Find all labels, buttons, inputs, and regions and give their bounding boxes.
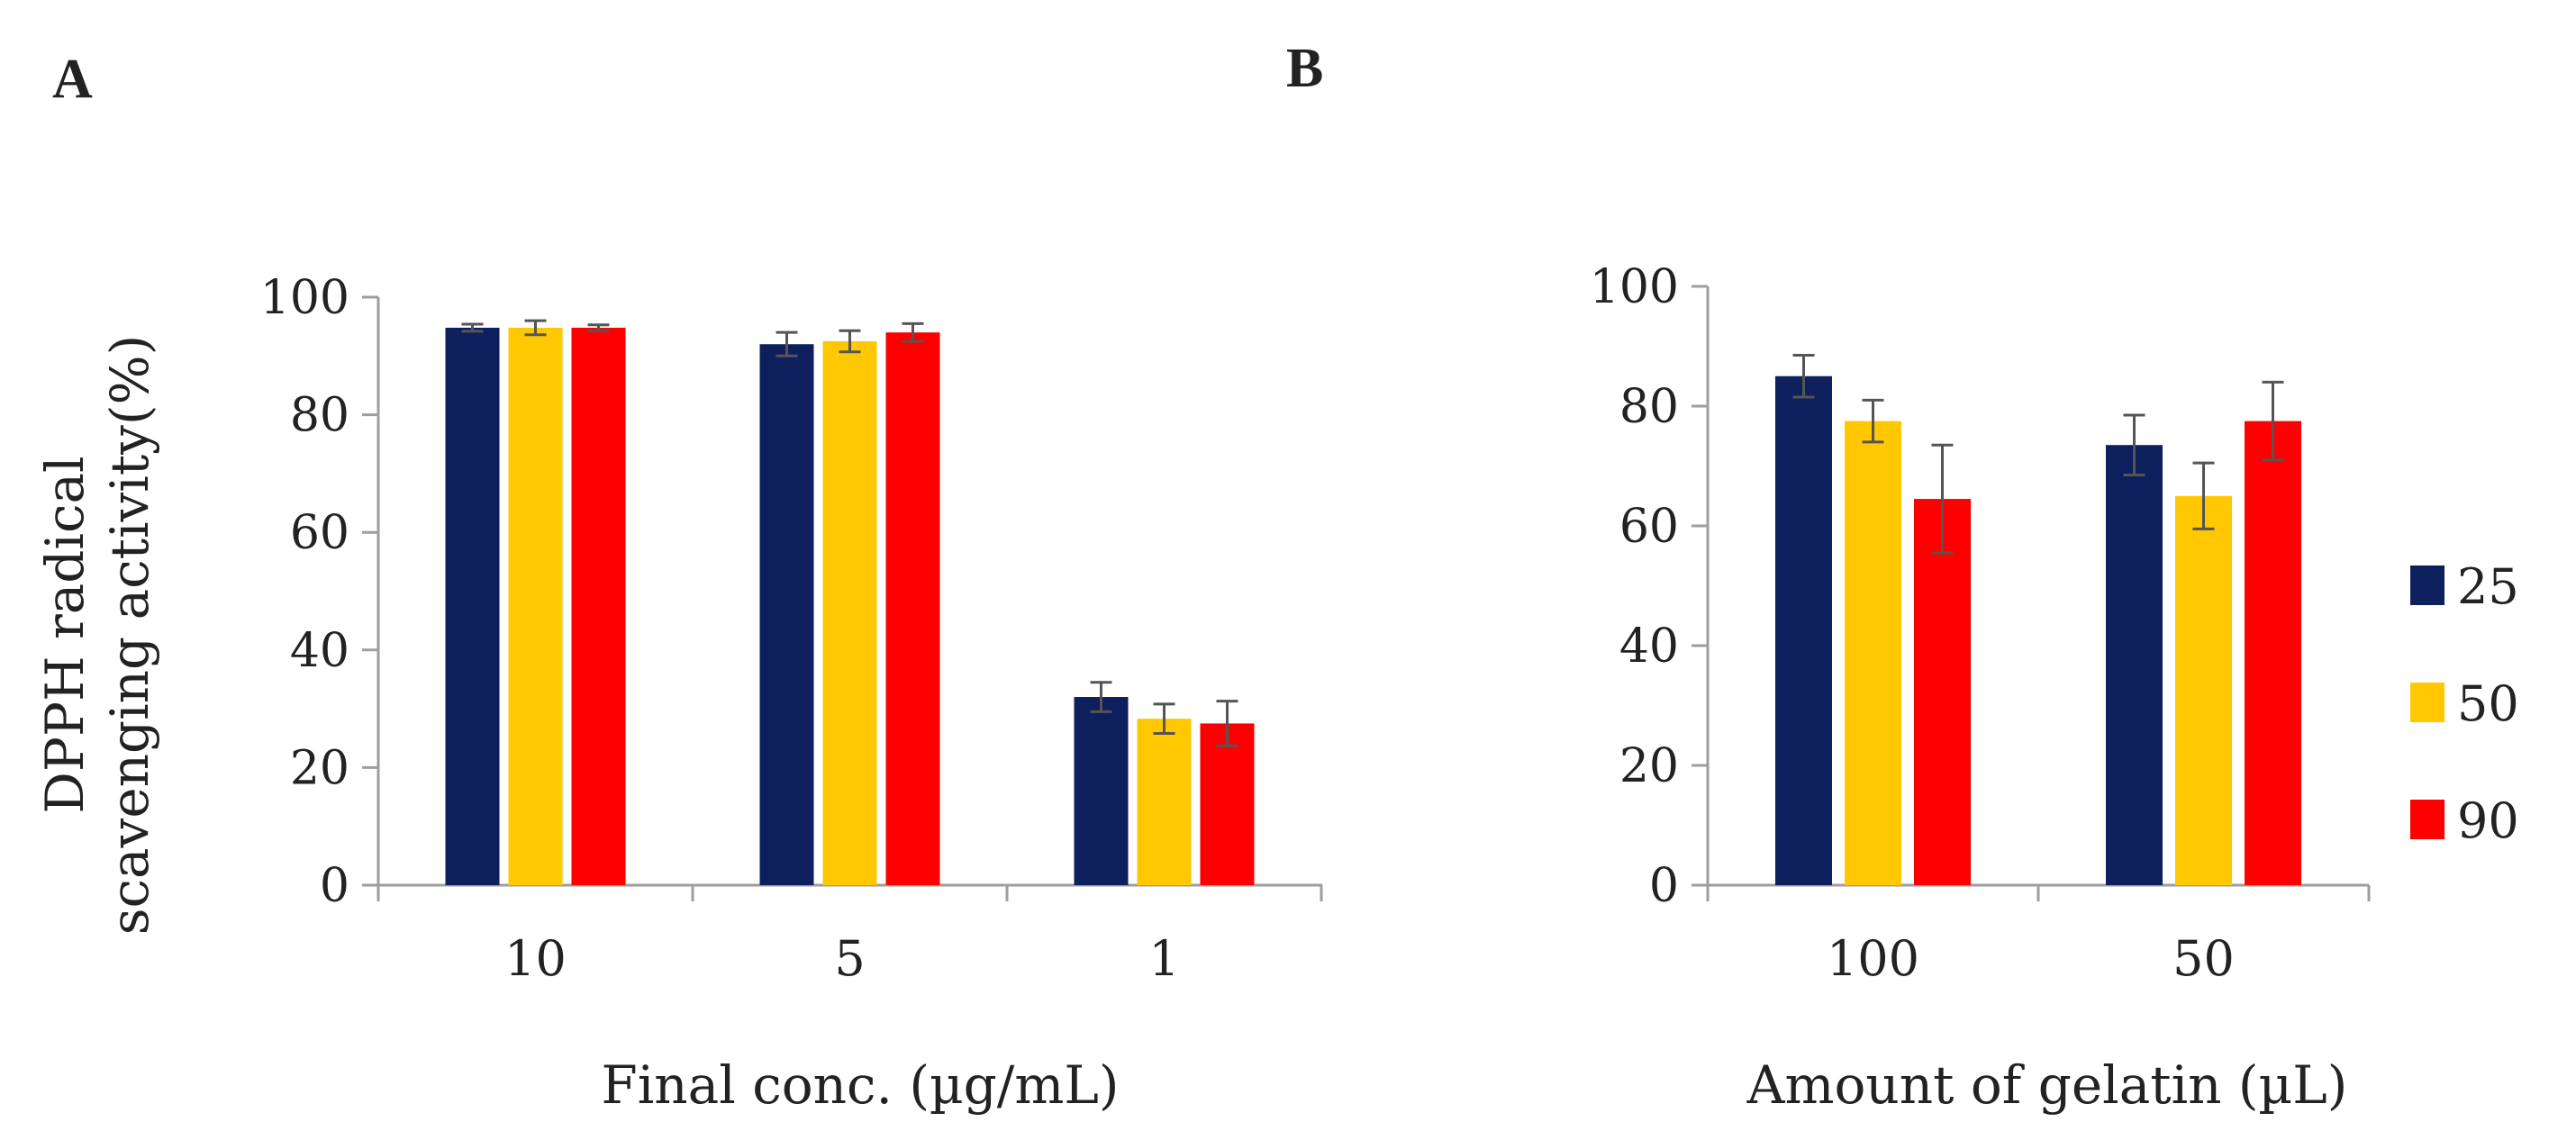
error-bar-a-1-50: [1153, 702, 1175, 736]
bar-b-100-25: [1775, 375, 1832, 885]
error-bar-a-5-25: [776, 330, 798, 357]
error-bar-a-10-90: [587, 323, 610, 332]
y-tick-label-b: 0: [1649, 859, 1679, 913]
bar-a-10-25: [445, 327, 500, 885]
panel-label-a: A: [52, 49, 93, 110]
bar-a-1-50: [1137, 719, 1192, 885]
y-tick-label-b: 60: [1619, 500, 1679, 554]
x-tick-label-b: 100: [1827, 930, 1919, 987]
x-tick-label-a: 5: [834, 930, 865, 987]
chart-a: A DPPH radical scavenging activity(%) Fi…: [34, 49, 1323, 1116]
error-bar-b-50-90: [2262, 380, 2284, 462]
bar-b-100-90: [1914, 499, 1971, 885]
error-bar-b-100-25: [1792, 353, 1815, 399]
legend-swatch-50: [2410, 683, 2444, 722]
error-bar-a-1-25: [1090, 681, 1112, 713]
y-axis-label-line-2: scavenging activity(%): [99, 335, 160, 936]
bar-b-50-50: [2175, 495, 2232, 885]
bar-a-5-25: [759, 344, 814, 885]
legend: 25 50 90: [2410, 558, 2519, 849]
legend-label-25: 25: [2457, 558, 2519, 615]
y-tick-label-b: 40: [1619, 620, 1679, 674]
x-axis-label-a: Final conc. (µg/mL): [602, 1054, 1120, 1116]
y-axis-label-line-1: DPPH radical: [34, 456, 95, 813]
error-bar-b-100-50: [1862, 398, 1884, 444]
error-bar-a-1-90: [1216, 700, 1238, 747]
legend-label-50: 50: [2457, 675, 2519, 732]
bar-a-10-50: [508, 327, 563, 885]
legend-swatch-90: [2410, 800, 2444, 839]
y-tick-label-a: 100: [260, 271, 349, 325]
x-tick-label-b: 50: [2172, 930, 2235, 987]
y-tick-label-a: 60: [290, 506, 349, 560]
bar-a-5-50: [822, 340, 877, 886]
y-tick-label-a: 80: [290, 389, 349, 443]
chart-b: B Amount of gelatin (µL) 0 20 40 60 80 100 100…: [1286, 38, 2371, 1116]
bar-a-5-90: [885, 332, 940, 885]
panel-label-b: B: [1286, 38, 1323, 99]
error-bar-a-5-90: [902, 321, 924, 343]
y-tick-label-a: 0: [320, 859, 349, 913]
x-tick-label-a: 10: [504, 930, 567, 987]
legend-label-90: 90: [2457, 792, 2519, 849]
x-tick-label-a: 1: [1148, 930, 1179, 987]
bar-a-1-90: [1200, 723, 1255, 885]
legend-swatch-25: [2410, 565, 2444, 605]
error-bar-b-50-50: [2192, 461, 2215, 530]
error-bar-b-50-25: [2123, 413, 2145, 476]
error-bar-a-10-50: [524, 319, 547, 337]
y-tick-label-b: 80: [1619, 380, 1679, 434]
bar-a-1-25: [1074, 697, 1129, 885]
bar-b-50-25: [2106, 445, 2163, 885]
y-tick-label-a: 20: [290, 741, 349, 795]
y-tick-label-b: 20: [1619, 739, 1679, 793]
bar-b-50-90: [2245, 421, 2301, 885]
error-bar-a-5-50: [839, 329, 861, 354]
error-bar-a-10-25: [461, 322, 484, 333]
x-axis-label-b: Amount of gelatin (µL): [1746, 1054, 2348, 1116]
y-tick-label-b: 100: [1590, 260, 1679, 314]
y-tick-label-a: 40: [290, 624, 349, 678]
error-bar-b-100-90: [1931, 443, 1954, 555]
bar-a-10-90: [571, 327, 626, 885]
bar-b-100-50: [1845, 421, 1901, 885]
